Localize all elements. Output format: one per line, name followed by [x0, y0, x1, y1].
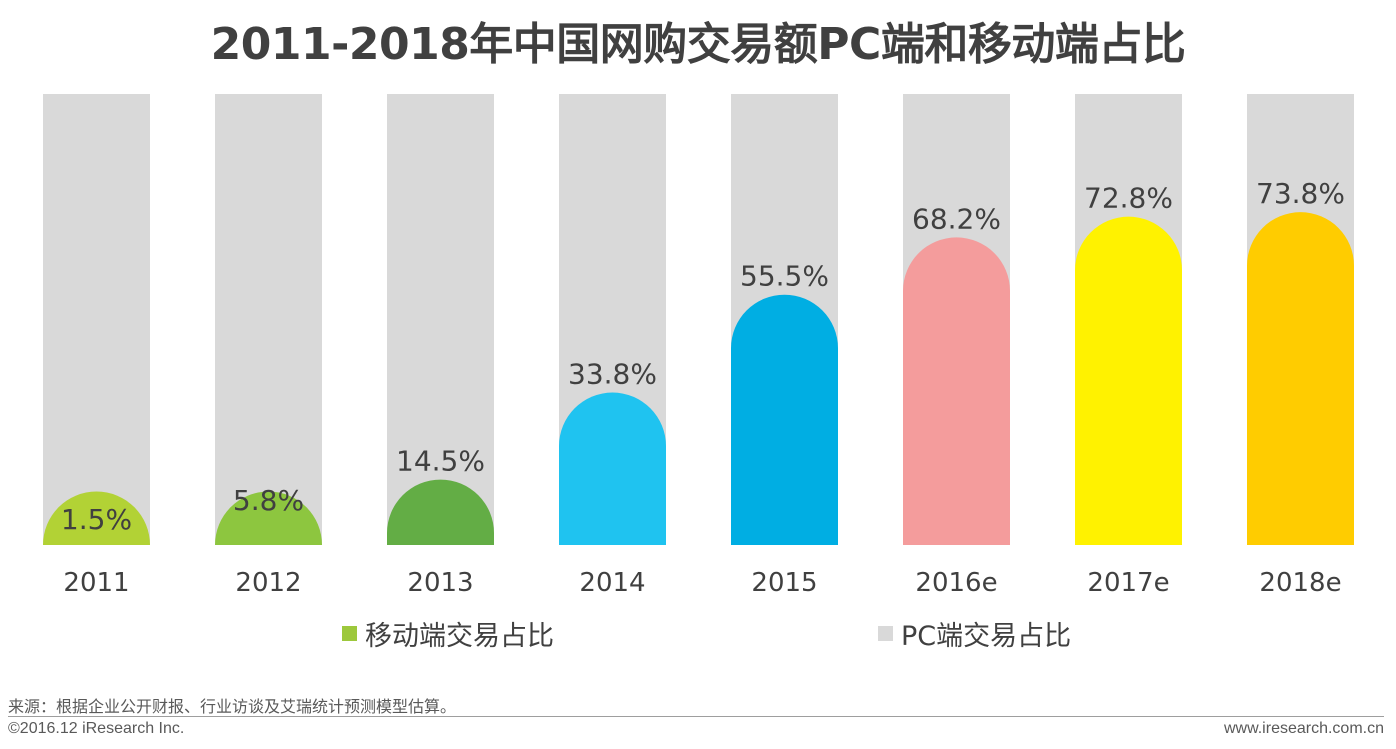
footer-divider	[8, 716, 1384, 717]
mobile-bar	[903, 237, 1010, 546]
legend-swatch-mobile	[342, 626, 357, 641]
mobile-bar	[43, 491, 150, 545]
chart-title: 2011-2018年中国网购交易额PC端和移动端占比	[210, 19, 1186, 70]
legend-item-mobile: 移动端交易占比	[342, 614, 554, 653]
mobile-bar	[215, 491, 322, 545]
x-tick-label: 2017e	[1087, 568, 1169, 598]
source-note: 来源：根据企业公开财报、行业访谈及艾瑞统计预测模型估算。	[8, 697, 457, 716]
data-label: 1.5%	[61, 503, 132, 536]
data-label: 72.8%	[1084, 182, 1173, 215]
data-label: 14.5%	[396, 445, 485, 478]
legend-label-mobile: 移动端交易占比	[365, 621, 554, 652]
pc-bar	[215, 94, 322, 545]
x-tick-label: 2013	[407, 568, 473, 598]
data-label: 73.8%	[1256, 177, 1345, 210]
legend-item-pc: PC端交易占比	[878, 614, 1071, 653]
data-label: 55.5%	[740, 260, 829, 293]
x-tick-label: 2016e	[915, 568, 997, 598]
x-tick-label: 2015	[751, 568, 817, 598]
legend-label-pc: PC端交易占比	[901, 621, 1072, 652]
x-tick-label: 2011	[63, 568, 129, 598]
website-link[interactable]: www.iresearch.com.cn	[1223, 720, 1384, 737]
x-tick-label: 2012	[235, 568, 301, 598]
x-tick-label: 2018e	[1259, 568, 1341, 598]
mobile-bar	[1075, 216, 1182, 545]
data-label: 33.8%	[568, 358, 657, 391]
data-label: 5.8%	[233, 484, 304, 517]
pc-bar	[387, 94, 494, 545]
mobile-bar	[387, 479, 494, 545]
mobile-bar	[1247, 212, 1354, 545]
pc-bar	[43, 94, 150, 545]
copyright-text: ©2016.12 iResearch Inc.	[8, 720, 185, 737]
legend-swatch-pc	[878, 626, 893, 641]
x-tick-label: 2014	[579, 568, 645, 598]
mobile-bar	[731, 294, 838, 545]
mobile-bar	[559, 392, 666, 545]
data-label: 68.2%	[912, 202, 1001, 235]
